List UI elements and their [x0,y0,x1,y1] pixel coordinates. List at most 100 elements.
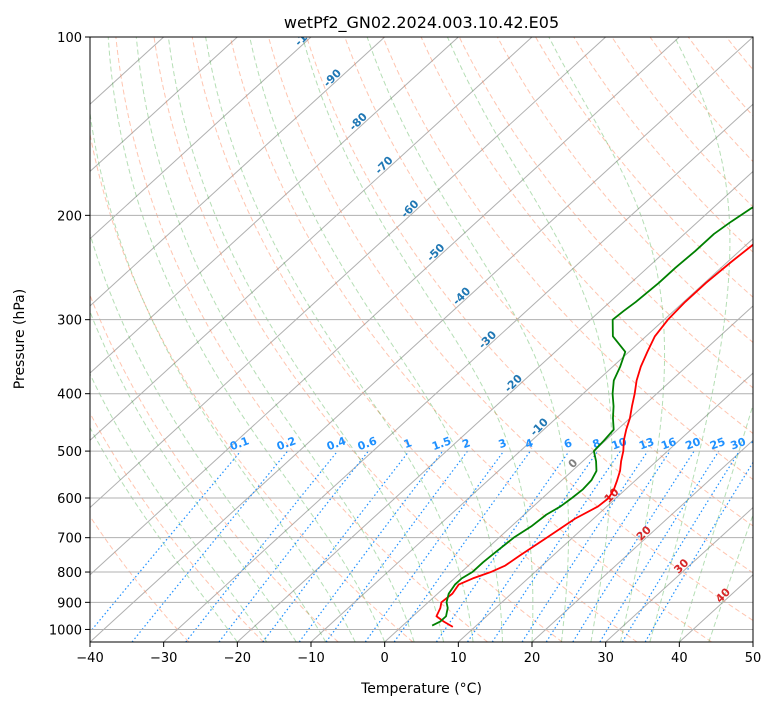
y-axis-title: Pressure (hPa) [12,289,28,389]
dry-adiabat [611,37,753,208]
mixing-ratio-label: 6 [562,436,574,451]
moist-adiabat [167,37,445,642]
y-tick-label: 900 [57,596,82,611]
mixing-ratio-label: 0.4 [325,434,348,453]
y-tick-label: 800 [57,566,82,581]
y-tick-label: 500 [57,445,82,460]
dry-adiabat [306,37,753,574]
mixing-ratio-line [218,450,369,642]
mixing-ratio-line [364,450,505,642]
x-tick-label: 50 [745,651,762,666]
dry-adiabat [535,37,753,298]
y-tick-label: 100 [57,31,82,46]
moist-adiabat [446,37,613,642]
dry-adiabat [649,37,753,163]
mixing-ratio-label: 20 [684,435,703,453]
x-tick-label: 40 [671,651,688,666]
dry-adiabat [382,37,753,481]
mixing-ratio-line [545,450,671,642]
isotherm-line [457,372,753,642]
mixing-ratio-label: 0.6 [356,434,379,453]
mixing-ratio-line [131,450,289,642]
mixing-ratio-label: 2 [461,436,473,451]
x-tick-label: −20 [224,651,251,666]
mixing-ratio-line [621,450,740,642]
moist-adiabat [678,403,753,642]
dry-adiabat [191,37,638,642]
x-tick-label: −40 [76,651,103,666]
dry-adiabat [496,37,753,344]
isotherm-line [236,170,753,642]
isotherm-line [90,37,386,307]
isotherm-label: -100 [292,20,321,49]
dry-adiabat [115,37,488,642]
y-tick-label: 300 [57,314,82,329]
isotherm-line [310,237,753,642]
mixing-ratio-line [599,450,720,642]
moist-adiabat [548,37,666,642]
profile-lines [431,206,753,628]
mixing-ratio-line [262,450,410,642]
y-tick-label: 700 [57,532,82,547]
moist-adiabat [90,110,356,642]
isotherm-line [90,37,753,642]
moist-adiabat [649,37,731,642]
isotherm-line [90,37,533,442]
dry-adiabat [420,37,753,435]
mixing-ratio-label: 0.2 [275,434,298,453]
isotherm-line [531,439,753,642]
isotherm-line [163,103,753,642]
moist-adiabat [107,37,386,642]
moist-adiabat [302,37,534,642]
mixing-ratio-label: 3 [497,436,509,451]
x-tick-label: 10 [450,651,467,666]
dry-adiabat [90,293,339,642]
mixing-ratio-label: 36 [749,435,768,453]
moist-adiabat [90,426,238,642]
x-axis-title: Temperature (°C) [360,681,482,697]
background-lines [90,37,753,642]
isotherm-line [90,37,238,173]
mixing-ratio-line [185,450,339,642]
mixing-ratio-line [644,461,753,642]
isotherm-line [384,305,753,642]
y-tick-label: 600 [57,492,82,507]
mixing-ratio-line [572,450,695,642]
dry-adiabat [229,37,712,642]
moist-adiabat [708,513,753,642]
isotherm-line [90,37,607,509]
moist-adiabat [90,232,327,642]
mixing-ratio-label: 30 [729,435,748,453]
mixing-ratio-label: 16 [659,435,678,453]
dewpoint-profile [431,206,753,627]
dry-adiabat [344,37,753,527]
mixing-ratio-label: 1 [402,436,414,451]
y-tick-label: 1000 [49,623,82,638]
mixing-ratio-line [393,450,531,642]
isotherm-line [90,37,312,240]
mixing-ratio-label: 4 [523,436,535,451]
y-tick-label: 400 [57,388,82,403]
moist-adiabat [135,37,415,642]
plot-frame [89,36,754,643]
mixing-ratio-line [90,450,242,633]
moist-adiabat [249,37,504,642]
temperature-profile [435,243,753,628]
mixing-ratio-label: 25 [708,435,727,452]
dry-adiabat [268,37,753,622]
mixing-ratio-line [467,450,599,642]
chart-title: wetPf2_GN02.2024.003.10.42.E05 [284,13,559,33]
dry-adiabat [90,131,414,642]
moist-adiabat [366,37,570,642]
mixing-ratio-label: 1.5 [430,434,453,453]
x-tick-label: 0 [381,651,389,666]
mixing-ratio-label: 0.1 [228,434,251,453]
moist-adiabat [90,372,268,642]
isotherm-line [90,37,680,576]
x-tick-label: −10 [297,651,324,666]
x-tick-label: 30 [597,651,614,666]
isotherm-line [90,37,459,374]
y-tick-label: 200 [57,209,82,224]
moist-adiabat [90,310,297,642]
